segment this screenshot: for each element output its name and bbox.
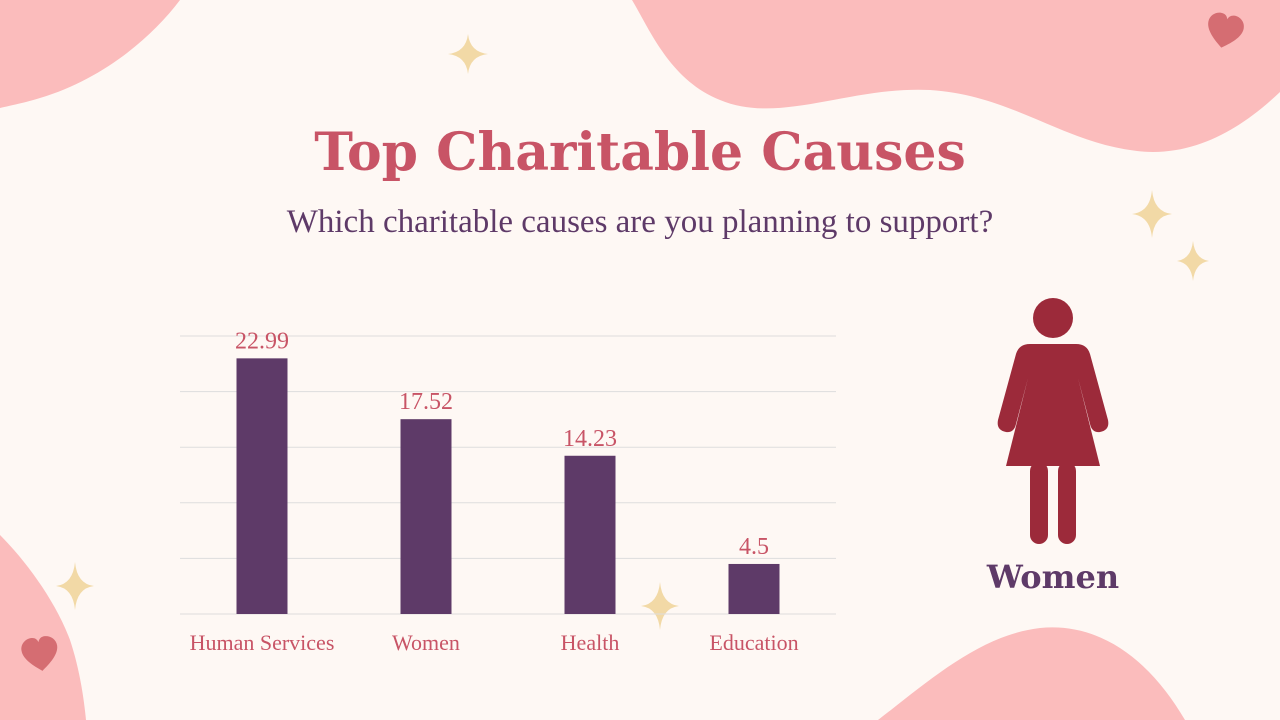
sparkle-icon xyxy=(1177,241,1209,281)
heart-icon xyxy=(21,636,58,671)
category-label: Education xyxy=(709,630,798,655)
blob-bottom-right xyxy=(878,627,1185,720)
blob-bottom-left xyxy=(0,535,86,720)
slide-title: Top Charitable Causes xyxy=(314,122,966,183)
category-label: Human Services xyxy=(190,630,335,655)
bar-women xyxy=(400,419,452,614)
chart-bars xyxy=(236,358,780,614)
sparkle-icon xyxy=(1132,190,1172,238)
chart-gridlines xyxy=(180,335,836,615)
chart-data-labels: 22.99 17.52 14.23 4.5 xyxy=(235,328,769,560)
category-label: Health xyxy=(561,630,620,655)
data-label: 17.52 xyxy=(399,389,453,415)
chart-category-labels: Human Services Women Health Education xyxy=(190,630,799,655)
figure-label: Women xyxy=(986,558,1120,596)
data-label: 14.23 xyxy=(563,426,617,452)
category-label: Women xyxy=(392,630,460,655)
bar-education xyxy=(728,563,780,614)
data-label: 22.99 xyxy=(235,328,289,354)
sparkle-icon xyxy=(56,562,94,610)
data-label: 4.5 xyxy=(739,534,769,560)
sparkle-icon xyxy=(641,582,679,630)
blob-top-left xyxy=(0,0,180,108)
bar-health xyxy=(564,455,616,614)
slide-subtitle: Which charitable causes are you planning… xyxy=(286,204,994,240)
sparkle-icon xyxy=(448,34,488,74)
heart-icon xyxy=(1208,12,1244,48)
bar-human-services xyxy=(236,358,288,614)
blob-top-right xyxy=(632,0,1280,152)
